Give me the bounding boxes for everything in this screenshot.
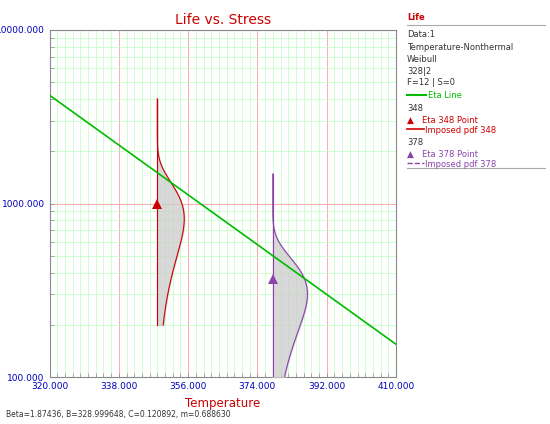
X-axis label: Temperature: Temperature (185, 397, 260, 410)
Text: Imposed pdf 378: Imposed pdf 378 (425, 160, 497, 169)
Text: Eta 378 Point: Eta 378 Point (422, 150, 478, 159)
Text: ▲: ▲ (407, 116, 414, 125)
Text: 328|2: 328|2 (407, 67, 431, 75)
Text: Beta=1.87436, B=328.999648, C=0.120892, m=0.688630: Beta=1.87436, B=328.999648, C=0.120892, … (6, 410, 230, 419)
Text: Eta 348 Point: Eta 348 Point (422, 116, 478, 125)
Text: Temperature-Nonthermal: Temperature-Nonthermal (407, 43, 513, 52)
Text: Weibull: Weibull (407, 55, 438, 64)
Text: Imposed pdf 348: Imposed pdf 348 (425, 126, 496, 135)
Title: Life vs. Stress: Life vs. Stress (175, 13, 271, 27)
Text: 348: 348 (407, 104, 423, 113)
Text: ▲: ▲ (407, 150, 414, 159)
Text: Data:1: Data:1 (407, 30, 435, 39)
Text: 378: 378 (407, 138, 423, 147)
Text: Eta Line: Eta Line (428, 91, 462, 100)
Text: F=12 | S=0: F=12 | S=0 (407, 78, 455, 87)
Text: Life: Life (407, 13, 425, 22)
